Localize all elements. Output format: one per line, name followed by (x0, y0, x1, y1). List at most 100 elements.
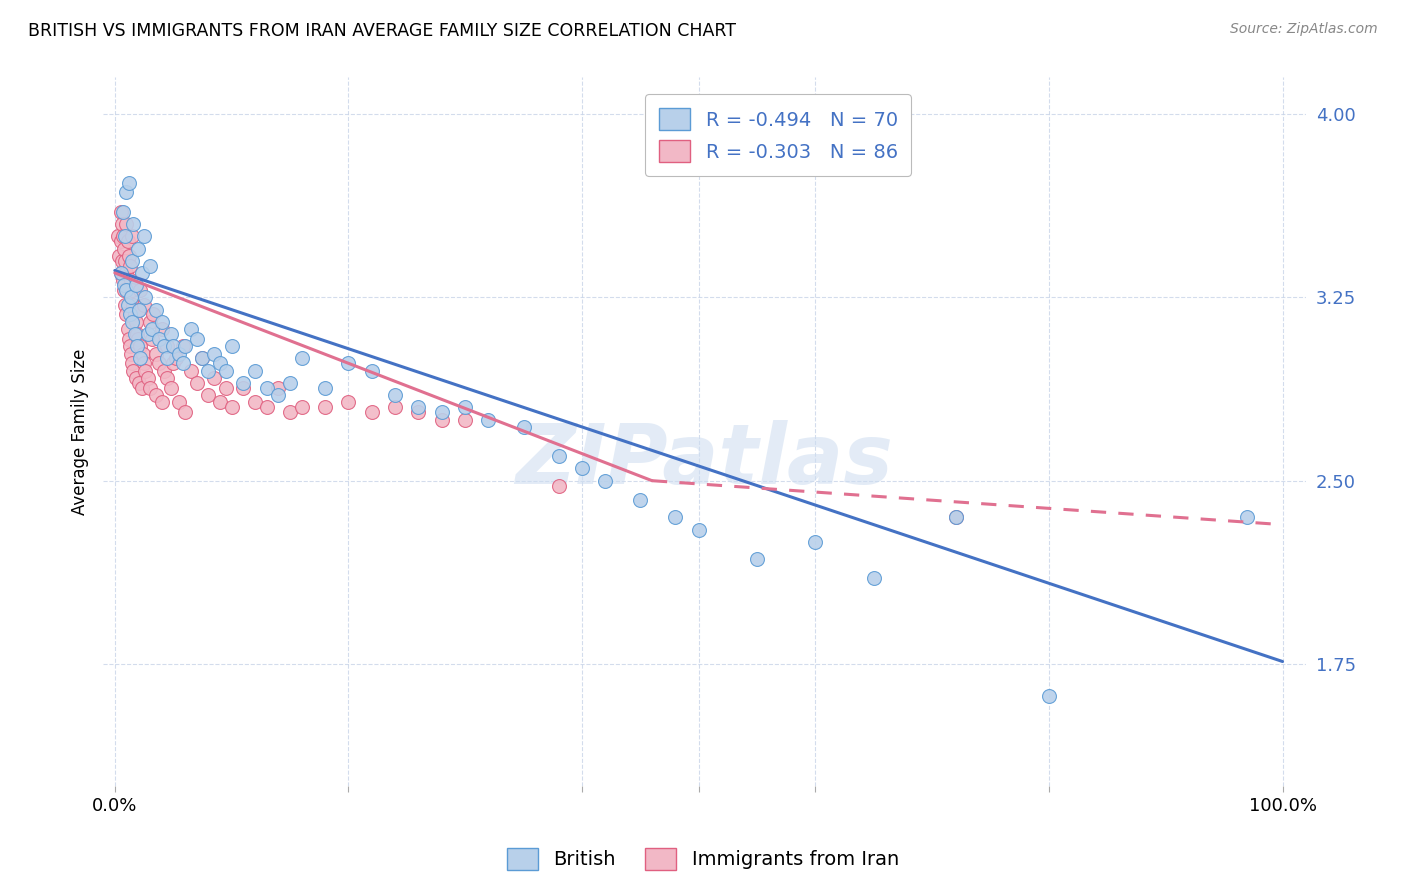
Point (384, 401, 406, 415)
Point (243, 364, 266, 378)
Point (134, 290, 156, 304)
Point (360, 405, 382, 419)
Point (454, 401, 477, 415)
Point (180, 322, 202, 336)
Point (360, 364, 382, 378)
Point (173, 405, 195, 419)
Point (172, 339, 194, 353)
Point (132, 229, 155, 244)
Point (124, 308, 146, 322)
Point (131, 381, 153, 395)
Point (215, 381, 238, 395)
Point (267, 381, 290, 395)
Point (129, 339, 152, 353)
Point (124, 326, 146, 341)
Point (136, 371, 159, 385)
Point (132, 346, 155, 360)
Point (115, 186, 138, 200)
Point (127, 302, 149, 317)
Point (136, 326, 159, 341)
Point (197, 388, 219, 402)
Point (197, 364, 219, 378)
Point (547, 478, 569, 492)
Point (120, 273, 142, 287)
Point (593, 474, 616, 488)
Point (150, 322, 173, 336)
Point (202, 371, 225, 385)
Point (118, 339, 141, 353)
Point (512, 420, 534, 434)
Point (243, 395, 266, 409)
Point (862, 571, 884, 585)
Point (115, 266, 138, 280)
Point (117, 298, 139, 312)
Point (1236, 510, 1258, 524)
Point (337, 395, 360, 409)
Point (121, 315, 143, 329)
Point (139, 315, 162, 329)
Point (120, 290, 142, 304)
Point (112, 242, 135, 256)
Point (122, 217, 145, 231)
Point (477, 412, 499, 426)
Point (110, 266, 132, 280)
Point (145, 302, 167, 317)
Point (141, 332, 163, 346)
Point (112, 278, 135, 293)
Point (132, 298, 155, 312)
Point (162, 356, 184, 370)
Point (111, 204, 134, 219)
Point (108, 249, 131, 263)
Point (115, 217, 138, 231)
Point (337, 356, 360, 370)
Point (120, 346, 142, 360)
Legend: British, Immigrants from Iran: British, Immigrants from Iran (499, 839, 907, 878)
Point (145, 388, 167, 402)
Point (111, 253, 134, 268)
Point (804, 534, 827, 549)
Point (191, 351, 214, 366)
Point (571, 461, 593, 475)
Point (128, 376, 150, 390)
Point (156, 339, 179, 353)
Point (165, 351, 187, 366)
Point (664, 510, 686, 524)
Point (291, 351, 314, 366)
Point (112, 283, 135, 297)
Point (430, 405, 453, 419)
Point (150, 395, 173, 409)
Point (186, 332, 208, 346)
Point (145, 346, 167, 360)
Point (128, 302, 150, 317)
Point (167, 346, 190, 360)
Point (215, 364, 238, 378)
Legend: R = -0.494   N = 70, R = -0.303   N = 86: R = -0.494 N = 70, R = -0.303 N = 86 (645, 95, 911, 176)
Text: Source: ZipAtlas.com: Source: ZipAtlas.com (1230, 22, 1378, 37)
Point (408, 401, 430, 415)
Point (127, 242, 149, 256)
Point (408, 405, 430, 419)
Point (107, 229, 129, 244)
Point (122, 364, 145, 378)
Point (745, 552, 768, 566)
Point (628, 493, 651, 508)
Point (121, 356, 143, 370)
Point (129, 283, 152, 297)
Point (125, 326, 148, 341)
Point (114, 253, 136, 268)
Point (454, 412, 477, 426)
Point (278, 405, 301, 419)
Point (121, 253, 143, 268)
Point (111, 229, 134, 244)
Point (945, 510, 967, 524)
Point (167, 395, 190, 409)
Point (150, 315, 173, 329)
Point (131, 266, 153, 280)
Point (118, 259, 141, 273)
Point (115, 283, 138, 297)
Point (160, 381, 183, 395)
Point (688, 523, 710, 537)
Point (134, 364, 156, 378)
Point (142, 308, 165, 322)
Point (945, 510, 967, 524)
